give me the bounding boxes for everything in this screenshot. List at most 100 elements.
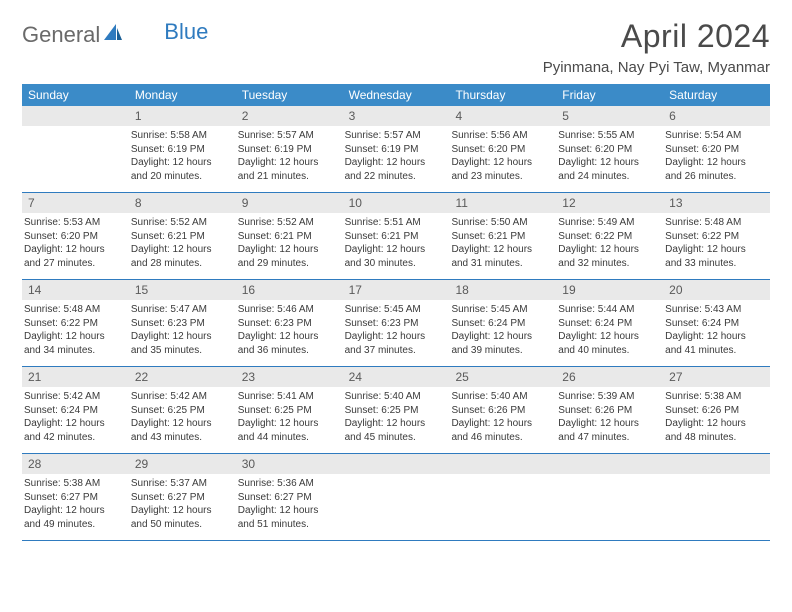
day-number bbox=[22, 106, 129, 126]
sunrise-text: Sunrise: 5:52 AM bbox=[131, 216, 232, 230]
sunset-text: Sunset: 6:19 PM bbox=[131, 143, 232, 157]
day-number: 29 bbox=[129, 454, 236, 474]
logo-sail-icon bbox=[102, 22, 124, 47]
day-cell: 2Sunrise: 5:57 AMSunset: 6:19 PMDaylight… bbox=[236, 106, 343, 192]
day-cell: 20Sunrise: 5:43 AMSunset: 6:24 PMDayligh… bbox=[663, 280, 770, 366]
sunrise-text: Sunrise: 5:58 AM bbox=[131, 129, 232, 143]
daylight-text: and 39 minutes. bbox=[451, 344, 552, 358]
day-cell: 3Sunrise: 5:57 AMSunset: 6:19 PMDaylight… bbox=[343, 106, 450, 192]
sunset-text: Sunset: 6:25 PM bbox=[131, 404, 232, 418]
daylight-text: and 36 minutes. bbox=[238, 344, 339, 358]
day-cell: 16Sunrise: 5:46 AMSunset: 6:23 PMDayligh… bbox=[236, 280, 343, 366]
day-number: 21 bbox=[22, 367, 129, 387]
sunrise-text: Sunrise: 5:56 AM bbox=[451, 129, 552, 143]
day-cell: 25Sunrise: 5:40 AMSunset: 6:26 PMDayligh… bbox=[449, 367, 556, 453]
daylight-text: and 22 minutes. bbox=[345, 170, 446, 184]
day-body: Sunrise: 5:42 AMSunset: 6:25 PMDaylight:… bbox=[129, 387, 236, 447]
sunrise-text: Sunrise: 5:42 AM bbox=[24, 390, 125, 404]
sunrise-text: Sunrise: 5:46 AM bbox=[238, 303, 339, 317]
day-number: 6 bbox=[663, 106, 770, 126]
day-number: 19 bbox=[556, 280, 663, 300]
sunset-text: Sunset: 6:27 PM bbox=[131, 491, 232, 505]
day-body: Sunrise: 5:40 AMSunset: 6:26 PMDaylight:… bbox=[449, 387, 556, 447]
day-body: Sunrise: 5:45 AMSunset: 6:23 PMDaylight:… bbox=[343, 300, 450, 360]
day-number: 2 bbox=[236, 106, 343, 126]
week-row: 1 Sunrise: 5:58 AMSunset: 6:19 PM Daylight… bbox=[22, 106, 770, 193]
day-cell: 14Sunrise: 5:48 AMSunset: 6:22 PMDayligh… bbox=[22, 280, 129, 366]
day-cell: 11Sunrise: 5:50 AMSunset: 6:21 PMDayligh… bbox=[449, 193, 556, 279]
daylight-text: and 48 minutes. bbox=[665, 431, 766, 445]
day-number bbox=[663, 454, 770, 474]
day-body: Sunrise: 5:52 AMSunset: 6:21 PMDaylight:… bbox=[236, 213, 343, 273]
daylight-text: and 21 minutes. bbox=[238, 170, 339, 184]
sunset-text: Sunset: 6:21 PM bbox=[345, 230, 446, 244]
day-number: 3 bbox=[343, 106, 450, 126]
daylight-text: and 30 minutes. bbox=[345, 257, 446, 271]
daylight-text: Daylight: 12 hours bbox=[345, 243, 446, 257]
day-number: 1 bbox=[129, 106, 236, 126]
sunrise-text: Sunrise: 5:54 AM bbox=[665, 129, 766, 143]
daylight-text: Daylight: 12 hours bbox=[558, 243, 659, 257]
daylight-text: Daylight: 12 hours bbox=[238, 504, 339, 518]
daylight-text: Daylight: 12 hours bbox=[238, 330, 339, 344]
day-cell: 4Sunrise: 5:56 AMSunset: 6:20 PMDaylight… bbox=[449, 106, 556, 192]
day-cell: 22Sunrise: 5:42 AMSunset: 6:25 PMDayligh… bbox=[129, 367, 236, 453]
sunset-text: Sunset: 6:23 PM bbox=[238, 317, 339, 331]
day-number: 14 bbox=[22, 280, 129, 300]
sunset-text: Sunset: 6:24 PM bbox=[558, 317, 659, 331]
sunset-text: Sunset: 6:26 PM bbox=[558, 404, 659, 418]
day-body: Sunrise: 5:54 AMSunset: 6:20 PMDaylight:… bbox=[663, 126, 770, 186]
day-body: Sunrise: 5:49 AMSunset: 6:22 PMDaylight:… bbox=[556, 213, 663, 273]
day-number bbox=[449, 454, 556, 474]
sunset-text: Sunset: 6:22 PM bbox=[558, 230, 659, 244]
daylight-text: Daylight: 12 hours bbox=[558, 330, 659, 344]
day-body: Sunrise: 5:45 AMSunset: 6:24 PMDaylight:… bbox=[449, 300, 556, 360]
day-body bbox=[556, 474, 663, 480]
sunrise-text: Sunrise: 5:44 AM bbox=[558, 303, 659, 317]
day-cell: 26Sunrise: 5:39 AMSunset: 6:26 PMDayligh… bbox=[556, 367, 663, 453]
sunrise-text: Sunrise: 5:49 AM bbox=[558, 216, 659, 230]
day-number: 15 bbox=[129, 280, 236, 300]
daylight-text: and 27 minutes. bbox=[24, 257, 125, 271]
day-number: 20 bbox=[663, 280, 770, 300]
daylight-text: and 40 minutes. bbox=[558, 344, 659, 358]
day-cell: 19 Sunrise: 5:44 AMSunset: 6:24 PMDayligh… bbox=[556, 280, 663, 366]
day-body: Sunrise: 5:57 AMSunset: 6:19 PMDaylight:… bbox=[236, 126, 343, 186]
day-number: 17 bbox=[343, 280, 450, 300]
daylight-text: Daylight: 12 hours bbox=[131, 330, 232, 344]
daylight-text: Daylight: 12 hours bbox=[451, 417, 552, 431]
daylight-text: and 35 minutes. bbox=[131, 344, 232, 358]
sunrise-text: Sunrise: 5:53 AM bbox=[24, 216, 125, 230]
week-row: 7Sunrise: 5:53 AMSunset: 6:20 PMDaylight… bbox=[22, 193, 770, 280]
daylight-text: and 20 minutes. bbox=[131, 170, 232, 184]
daylight-text: and 33 minutes. bbox=[665, 257, 766, 271]
sunset-text: Sunset: 6:22 PM bbox=[24, 317, 125, 331]
sunrise-text: Sunrise: 5:43 AM bbox=[665, 303, 766, 317]
sunset-text: Sunset: 6:26 PM bbox=[451, 404, 552, 418]
day-cell bbox=[22, 106, 129, 192]
sunset-text: Sunset: 6:25 PM bbox=[238, 404, 339, 418]
day-number: 9 bbox=[236, 193, 343, 213]
daylight-text: and 32 minutes. bbox=[558, 257, 659, 271]
daylight-text: and 44 minutes. bbox=[238, 431, 339, 445]
daylight-text: and 26 minutes. bbox=[665, 170, 766, 184]
week-row: 28Sunrise: 5:38 AMSunset: 6:27 PMDayligh… bbox=[22, 454, 770, 541]
sunset-text: Sunset: 6:23 PM bbox=[345, 317, 446, 331]
sunset-text: Sunset: 6:20 PM bbox=[665, 143, 766, 157]
daylight-text: Daylight: 12 hours bbox=[24, 417, 125, 431]
daylight-text: and 45 minutes. bbox=[345, 431, 446, 445]
day-body: Sunrise: 5:41 AMSunset: 6:25 PMDaylight:… bbox=[236, 387, 343, 447]
sunrise-text: Sunrise: 5:38 AM bbox=[665, 390, 766, 404]
weeks-container: 1 Sunrise: 5:58 AMSunset: 6:19 PM Daylight… bbox=[22, 106, 770, 541]
sunrise-text: Sunrise: 5:45 AM bbox=[345, 303, 446, 317]
daylight-text: Daylight: 12 hours bbox=[131, 504, 232, 518]
sunset-text: Sunset: 6:26 PM bbox=[665, 404, 766, 418]
daylight-text: Daylight: 12 hours bbox=[558, 417, 659, 431]
day-number: 26 bbox=[556, 367, 663, 387]
sunrise-text: Sunrise: 5:52 AM bbox=[238, 216, 339, 230]
daylight-text: and 43 minutes. bbox=[131, 431, 232, 445]
day-cell: 30Sunrise: 5:36 AMSunset: 6:27 PMDayligh… bbox=[236, 454, 343, 540]
sunset-text: Sunset: 6:24 PM bbox=[665, 317, 766, 331]
daylight-text: Daylight: 12 hours bbox=[345, 156, 446, 170]
daylight-text: and 23 minutes. bbox=[451, 170, 552, 184]
